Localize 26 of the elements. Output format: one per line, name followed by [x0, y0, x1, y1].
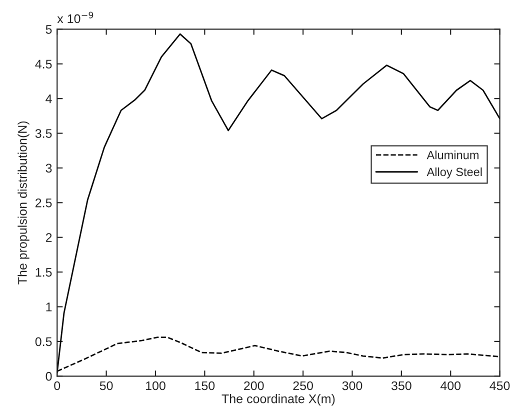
x-tick-label: 100 — [146, 381, 166, 390]
x-axis-title: The coordinate X(m) — [222, 394, 335, 406]
legend-label: Aluminum — [426, 150, 478, 160]
y-tick-label: 1.5 — [36, 268, 52, 277]
y-tick-label: 2.5 — [36, 198, 52, 208]
legend-label: Alloy Steel — [426, 167, 482, 178]
x-tick-label: 450 — [490, 381, 510, 390]
y-tick-label: 4.5 — [35, 60, 52, 69]
y-tick-label: 3 — [46, 164, 52, 173]
y-tick-label: 1 — [46, 302, 52, 312]
y-tick-label: 0 — [46, 372, 52, 381]
x-tick-label: 400 — [440, 381, 461, 390]
y-tick-label: 2 — [46, 233, 52, 242]
x-tick-label: 300 — [342, 381, 362, 390]
x-tick-label: 200 — [244, 381, 264, 390]
x-tick-label: 250 — [293, 381, 313, 390]
x-tick-label: 50 — [100, 381, 113, 390]
y-tick-label: 0.5 — [35, 337, 52, 346]
y-tick-label: 4 — [46, 94, 52, 104]
text: x 10$^{−9}$ — [57, 12, 94, 24]
y-tick-label: 3.5 — [35, 129, 52, 138]
y-axis-title: The propulsion distribution(N) — [18, 121, 30, 284]
x-tick-label: 350 — [391, 381, 412, 390]
x-tick-label: 0 — [54, 381, 60, 390]
x-tick-label: 150 — [195, 381, 215, 390]
y-tick-label: 5 — [46, 25, 52, 34]
